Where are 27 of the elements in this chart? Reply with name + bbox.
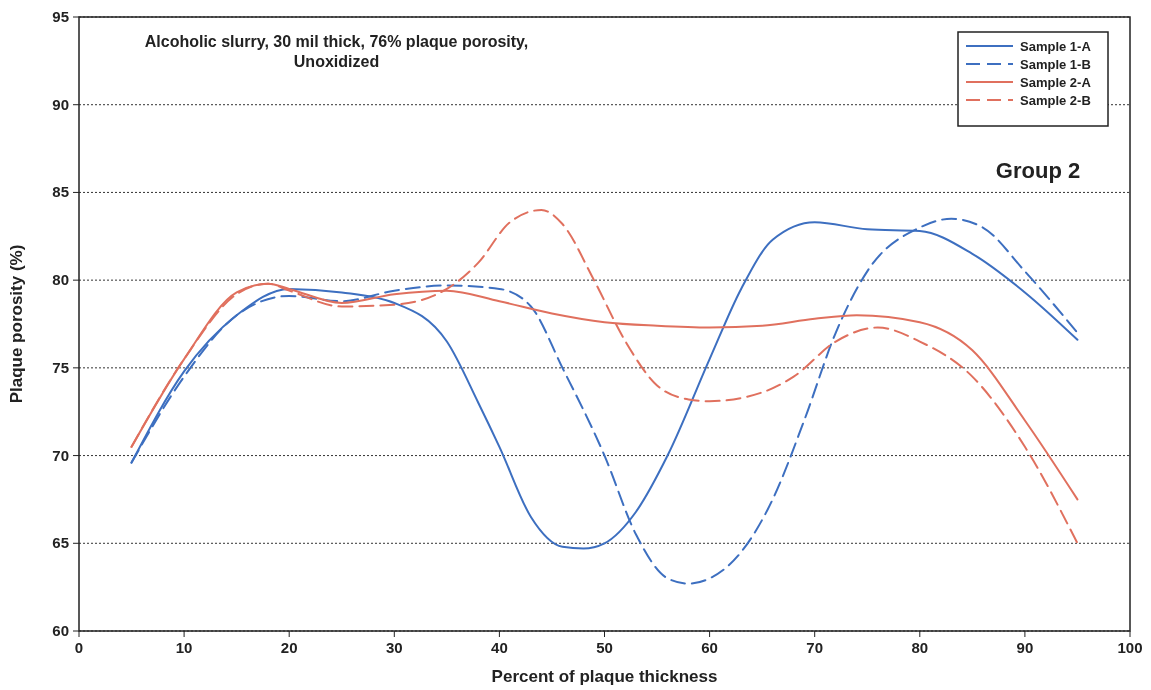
y-tick-label: 60 [52, 622, 69, 639]
x-tick-label: 40 [491, 639, 508, 656]
y-tick-label: 80 [52, 271, 69, 289]
y-tick-label: 90 [52, 95, 69, 113]
x-tick-label: 60 [701, 639, 718, 656]
y-tick-label: 85 [52, 183, 69, 201]
y-axis-title: Plaque porosity (%) [7, 244, 26, 404]
y-tick-label: 95 [52, 8, 69, 25]
x-tick-label: 100 [1117, 639, 1143, 656]
legend-label: Sample 1-B [1020, 57, 1091, 72]
x-axis-title: Percent of plaque thickness [491, 667, 718, 686]
legend-label: Sample 2-A [1020, 75, 1092, 90]
legend-label: Sample 2-B [1020, 93, 1091, 108]
text: Alcoholic slurry, 30 mil thick, 76% plaque porosity, Unoxidized [144, 33, 529, 70]
x-tick-label: 20 [280, 639, 298, 656]
x-tick-label: 70 [806, 639, 824, 656]
x-tick-label: 10 [175, 639, 193, 656]
x-tick-label: 90 [1016, 639, 1034, 656]
legend-label: Sample 1-A [1020, 39, 1092, 54]
x-tick-label: 50 [596, 639, 613, 656]
y-tick-label: 70 [52, 446, 69, 464]
y-tick-label: 65 [52, 534, 69, 552]
x-tick-label: 30 [385, 639, 403, 656]
y-tick-label: 75 [52, 358, 69, 376]
annotation: Group 2 [995, 158, 1081, 183]
x-tick-label: 80 [911, 639, 929, 656]
x-tick-label: 0 [74, 639, 84, 656]
